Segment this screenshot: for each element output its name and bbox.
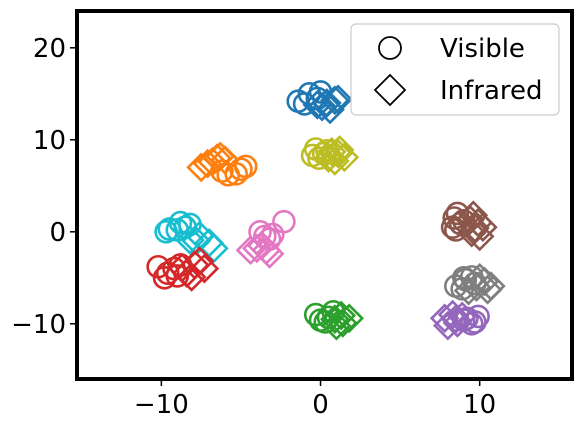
plot-frame <box>75 9 574 381</box>
legend: Visible Infrared <box>350 23 560 116</box>
visible-point-c5-3 <box>152 265 177 290</box>
y-tick-label-3: 20 <box>33 34 66 64</box>
visible-point-c7-2 <box>440 215 465 239</box>
infrared-point-c2-1 <box>323 138 353 169</box>
x-tick-label-1: 0 <box>312 390 329 420</box>
y-tick-label-1: 0 <box>49 218 66 248</box>
visible-point-c8-3 <box>450 277 474 301</box>
infrared-point-c4-3 <box>242 233 272 264</box>
infrared-point-c7-6 <box>464 221 495 252</box>
visible-point-c7-0 <box>442 206 467 230</box>
visible-point-c9-2 <box>466 304 490 329</box>
y-tick-label-2: 10 <box>33 126 66 156</box>
infrared-point-c6-4 <box>326 300 357 331</box>
visible-point-c7-5 <box>444 218 468 242</box>
visible-point-c3-5 <box>154 220 178 244</box>
infrared-point-c2-2 <box>320 146 350 176</box>
visible-point-c4-2 <box>260 222 285 247</box>
visible-point-c2-3 <box>307 146 331 170</box>
infrared-point-c2-3 <box>329 142 360 173</box>
legend-infrared-label: Infrared <box>440 76 543 106</box>
visible-point-c5-5 <box>168 253 193 277</box>
visible-point-c7-3 <box>445 201 470 226</box>
visible-point-c0-4 <box>308 80 333 104</box>
visible-point-c9-1 <box>463 310 487 334</box>
x-tick-label-0: −10 <box>134 390 189 420</box>
x-tick-label-2: 10 <box>463 390 496 420</box>
visible-point-c8-5 <box>451 265 476 290</box>
infrared-point-c6-3 <box>334 303 365 334</box>
visible-point-c9-4 <box>451 308 476 332</box>
visible-point-c0-3 <box>292 92 317 116</box>
visible-point-c1-1 <box>229 157 253 182</box>
visible-point-c3-2 <box>178 212 202 237</box>
visible-point-c4-4 <box>257 227 282 251</box>
visible-point-c1-3 <box>210 159 234 183</box>
legend-visible-label: Visible <box>440 34 525 64</box>
visible-point-c8-4 <box>463 271 487 296</box>
infrared-point-c5-2 <box>189 253 220 284</box>
visible-point-c6-4 <box>313 310 338 334</box>
infrared-point-c0-3 <box>315 94 345 125</box>
ticks-layer: −10 0 10 −10 0 10 20 <box>11 34 496 420</box>
infrared-point-c5-4 <box>184 246 215 277</box>
y-tick-label-0: −10 <box>11 310 66 340</box>
points-layer <box>146 80 506 341</box>
visible-point-c5-4 <box>165 264 190 288</box>
legend-visible-marker-icon <box>378 36 402 60</box>
infrared-point-c1-3 <box>192 148 223 179</box>
visible-point-c2-4 <box>315 139 339 163</box>
infrared-point-c0-1 <box>320 85 350 116</box>
legend-infrared-marker-icon <box>373 73 407 107</box>
visible-point-c1-4 <box>224 162 248 186</box>
visible-point-c2-2 <box>311 141 336 166</box>
visible-point-c5-1 <box>155 261 180 286</box>
